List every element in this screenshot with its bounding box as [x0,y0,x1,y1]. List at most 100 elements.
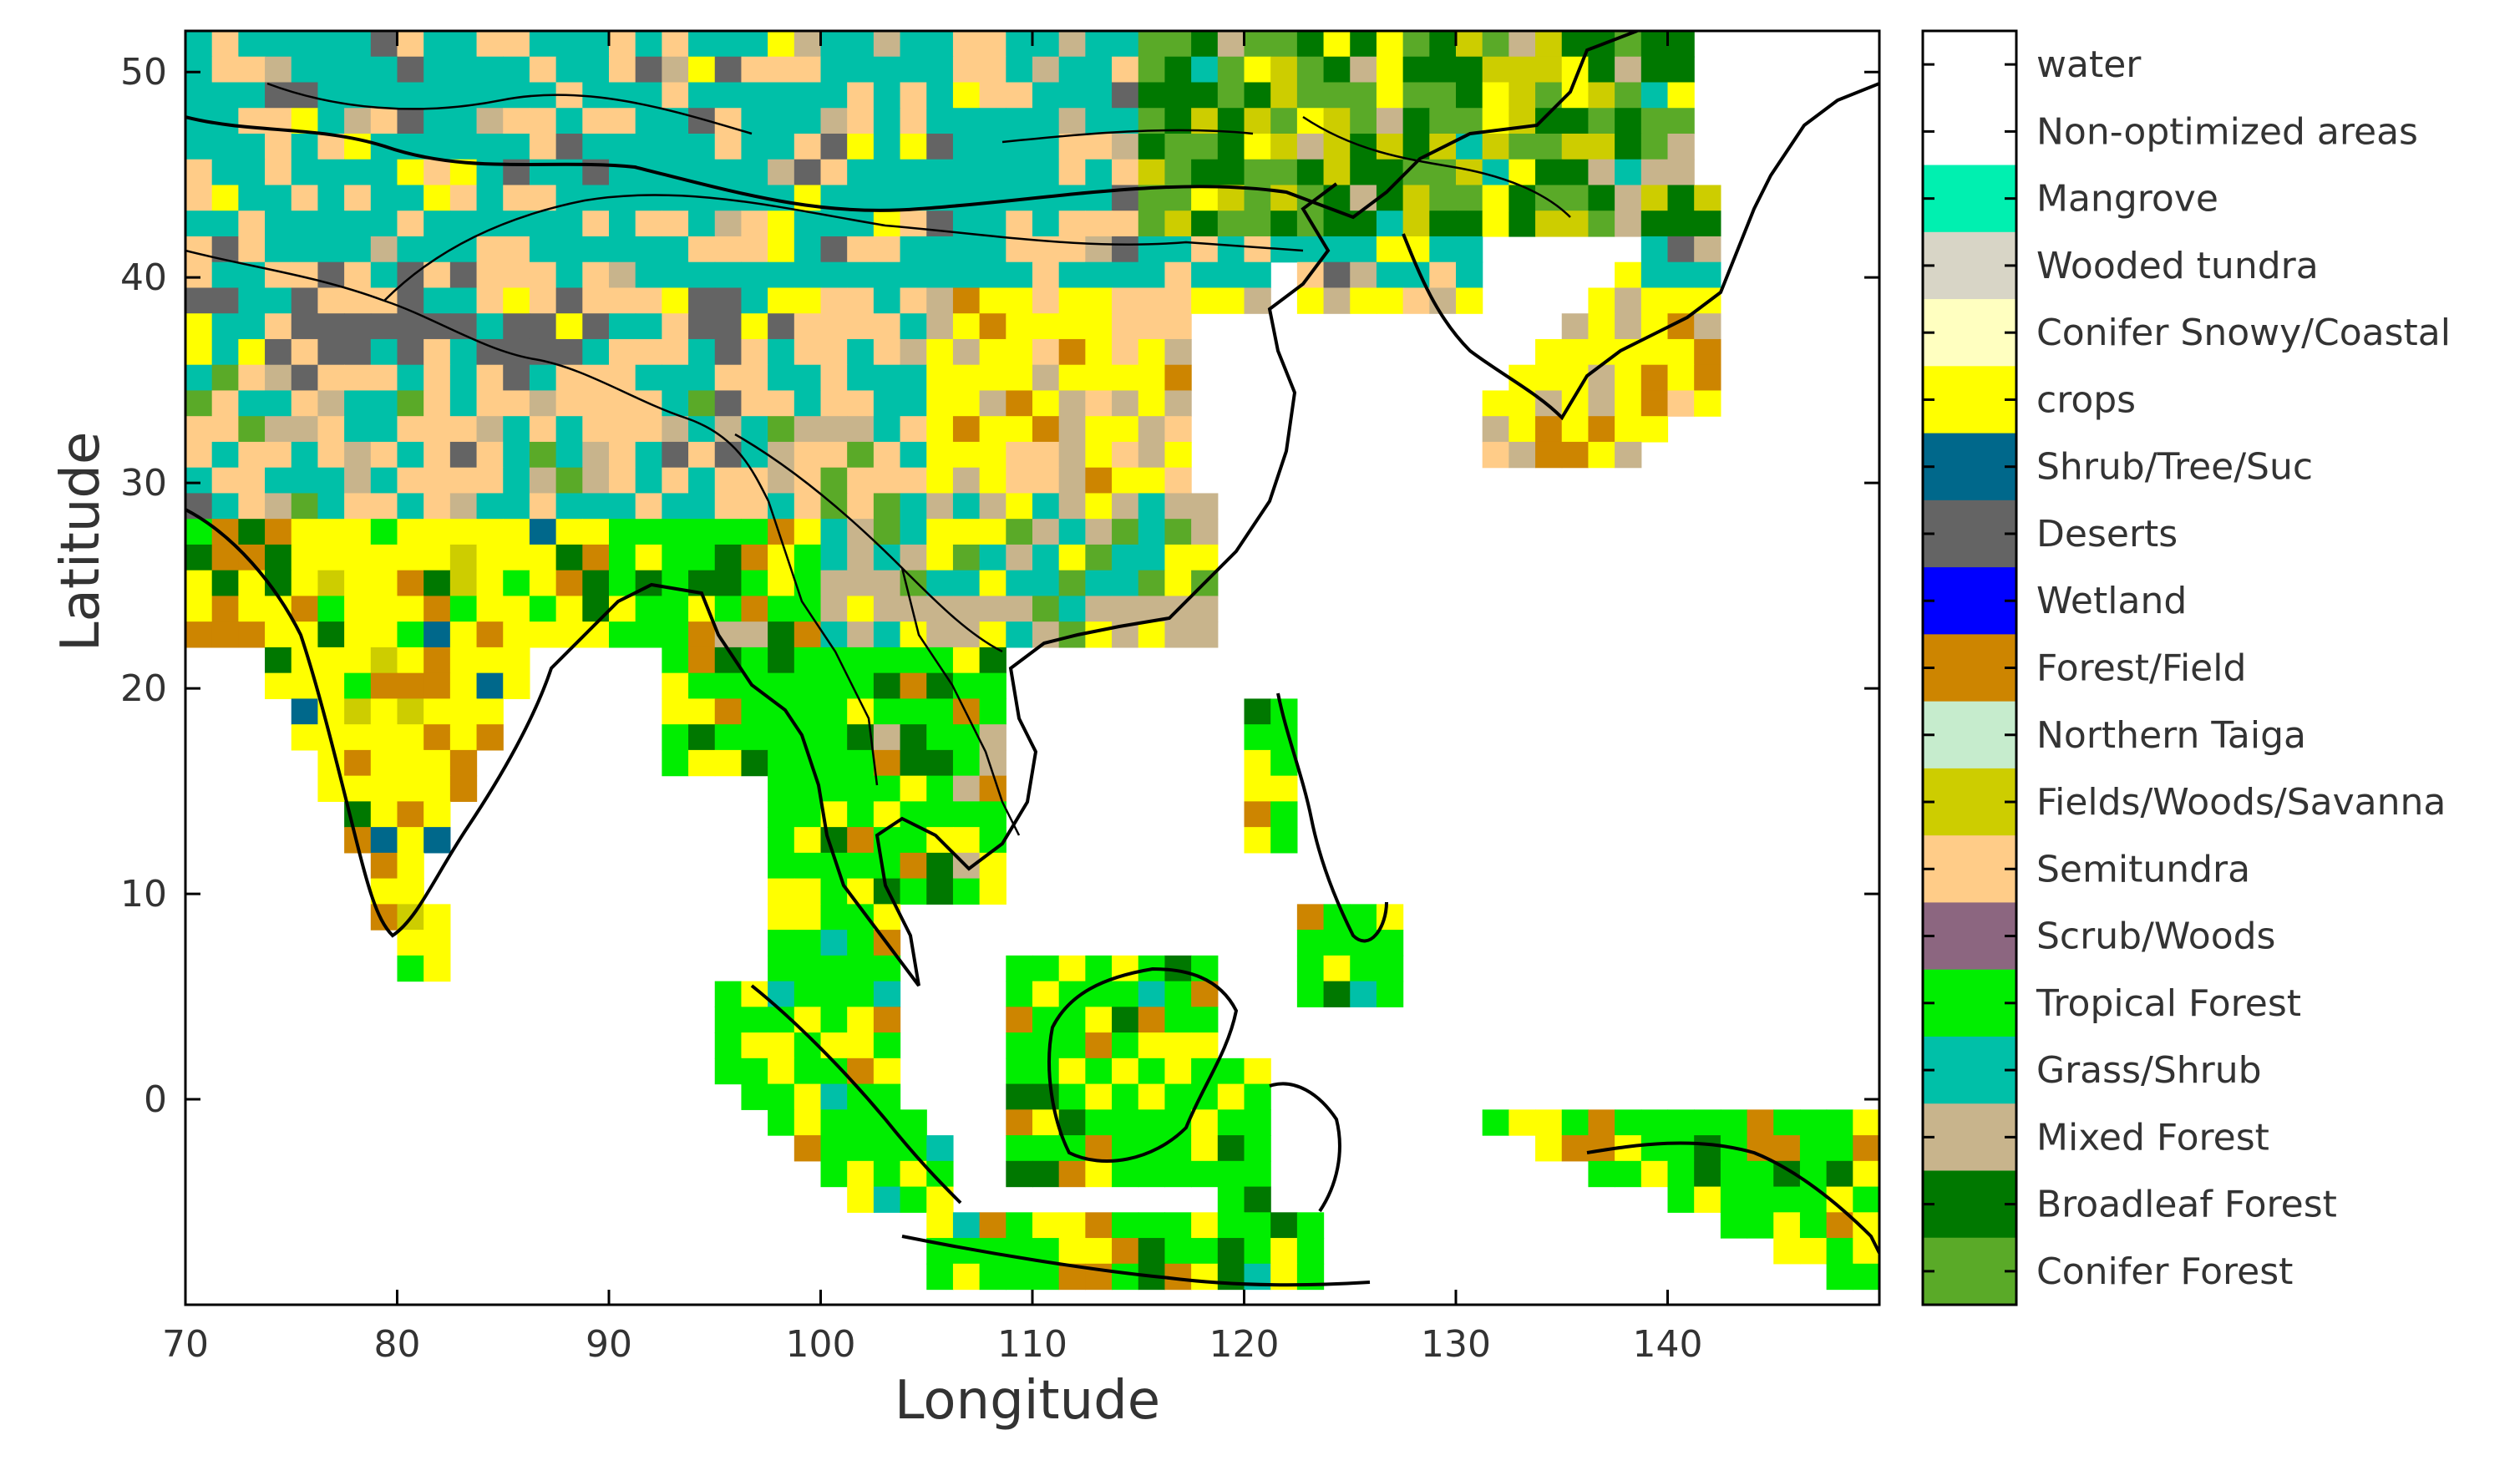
x-axis-label: Longitude [894,1370,1161,1432]
grid-cell [211,544,239,571]
grid-cell [476,364,504,392]
grid-cell [688,519,716,545]
grid-cell [952,827,981,854]
grid-cell [714,698,743,725]
grid-cell [423,390,451,417]
grid-cell [873,1032,901,1059]
grid-cell [1191,544,1219,571]
grid-cell [1482,159,1509,186]
grid-cell [503,416,530,443]
grid-cell [529,519,557,545]
grid-cell [1058,390,1086,417]
grid-cell [1112,1109,1139,1136]
grid-cell [1244,827,1271,854]
grid-cell [609,621,636,648]
grid-cell [1006,364,1033,392]
grid-cell [476,570,504,597]
grid-cell [1640,1135,1669,1162]
grid-cell [979,210,1006,237]
grid-cell [873,724,901,751]
grid-cell [344,596,372,622]
grid-cell [1270,775,1298,802]
grid-cell [847,801,875,828]
grid-cell [1508,441,1536,469]
grid-cell [397,467,424,495]
grid-cell [1032,108,1060,134]
grid-cell [1164,1057,1192,1085]
grid-cell [926,1135,954,1162]
grid-cell [1561,441,1590,469]
grid-cell [1244,210,1271,237]
grid-cell [662,261,689,289]
grid-cell [873,570,901,597]
grid-cell [185,621,213,648]
grid-cell [555,313,583,340]
grid-cell [1323,133,1351,160]
grid-cell [741,313,768,340]
grid-cell [847,1109,875,1136]
grid-cell [503,287,530,314]
grid-cell [926,775,954,802]
grid-cell [476,31,504,58]
grid-cell [265,364,292,392]
grid-cell [1164,621,1192,648]
grid-cell [265,647,292,674]
grid-cell [370,159,398,186]
grid-cell [1244,1083,1271,1110]
grid-cell [370,338,398,366]
grid-cell [1667,338,1695,366]
grid-cell [1323,955,1351,982]
grid-cell [1217,261,1245,289]
grid-cell [1032,441,1060,469]
grid-cell [344,544,372,571]
grid-cell [397,775,424,802]
grid-cell [370,56,398,84]
grid-cell [900,698,927,725]
grid-cell [662,698,689,725]
grid-cell [900,647,927,674]
grid-cell [714,544,743,571]
grid-cell [952,1212,981,1239]
grid-cell [926,596,954,622]
grid-cell [211,82,239,109]
grid-cell [926,724,954,751]
grid-cell [900,159,927,186]
grid-cell [317,416,345,443]
grid-cell [1615,82,1642,109]
grid-cell [1085,287,1113,314]
grid-cell [1085,108,1113,134]
grid-cell [1164,287,1192,314]
grid-cell [1217,1083,1245,1110]
grid-cell [1244,1238,1271,1265]
grid-cell [1138,493,1166,520]
grid-cell [926,878,954,905]
grid-cell [344,364,372,392]
grid-cell [449,544,478,571]
grid-cell [1085,313,1113,340]
grid-cell [900,775,927,802]
grid-cell [423,185,451,211]
legend-label: water [2036,43,2142,86]
grid-cell [688,441,716,469]
grid-cell [662,287,689,314]
grid-cell [1667,390,1695,417]
grid-cell [370,698,398,725]
grid-cell [1588,313,1615,340]
grid-cell [1244,82,1271,109]
grid-cell [847,133,875,160]
grid-cell [741,416,768,443]
legend-swatch [1923,299,2016,367]
grid-cell [794,930,822,956]
grid-cell [1217,1057,1245,1085]
grid-cell [847,672,875,699]
grid-cell [1164,467,1192,495]
grid-cell [1402,287,1430,314]
grid-cell [1164,1007,1192,1033]
grid-cell [1402,185,1430,211]
grid-cell [979,313,1006,340]
grid-cell [476,724,504,751]
grid-cell [397,31,424,58]
grid-cell [1138,364,1166,392]
grid-cell [714,749,743,777]
grid-cell [847,287,875,314]
